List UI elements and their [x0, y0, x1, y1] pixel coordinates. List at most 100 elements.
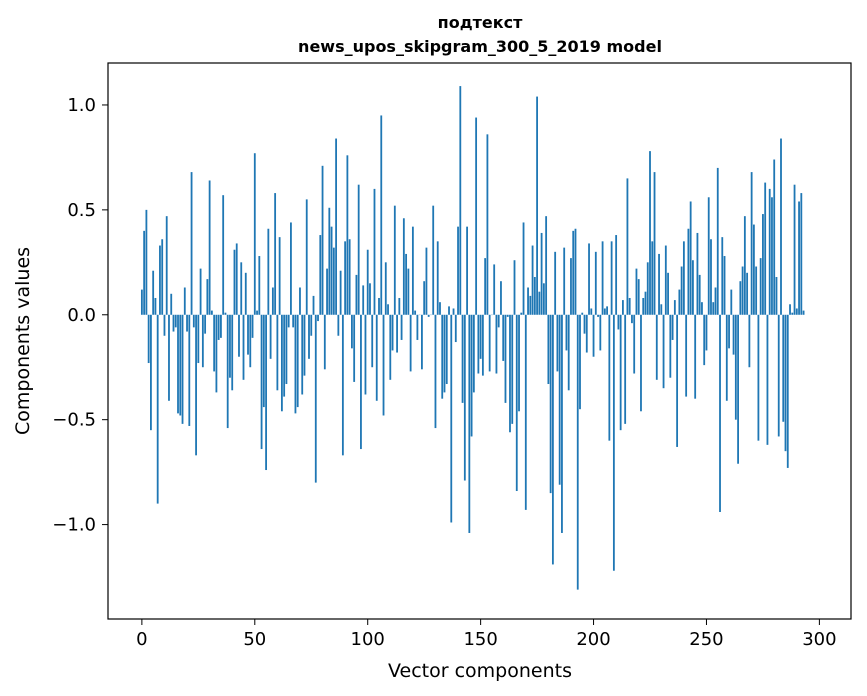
bar	[576, 314, 579, 590]
bar	[398, 297, 401, 315]
bar	[208, 180, 211, 315]
bar	[515, 314, 518, 492]
bar	[549, 314, 552, 494]
bar	[554, 251, 557, 315]
bar	[653, 172, 656, 315]
bar	[619, 314, 622, 431]
bar	[177, 314, 179, 414]
bar	[326, 268, 328, 315]
x-tick-label: 200	[576, 629, 610, 650]
bar	[278, 237, 281, 315]
bar	[590, 308, 593, 315]
bar	[188, 314, 191, 426]
bar	[561, 314, 563, 533]
bar	[551, 314, 554, 565]
bar	[572, 230, 575, 315]
bar	[547, 314, 550, 385]
bar	[197, 314, 200, 364]
plot-frame	[107, 62, 852, 620]
bar	[280, 314, 283, 412]
bar	[518, 314, 520, 412]
bar	[780, 138, 782, 315]
bar	[172, 314, 175, 332]
x-tick-label: 0	[136, 629, 147, 650]
bar	[667, 272, 669, 315]
bar	[678, 289, 681, 315]
bar	[393, 205, 396, 315]
bar	[762, 214, 764, 315]
bar	[637, 279, 640, 315]
bar	[296, 314, 299, 408]
bar	[497, 314, 500, 328]
bar	[317, 314, 319, 322]
bar	[337, 314, 340, 336]
bar	[484, 258, 487, 315]
bar	[400, 314, 403, 340]
bar	[725, 314, 728, 401]
bar	[558, 314, 561, 485]
bar	[612, 314, 615, 571]
bar	[741, 266, 744, 315]
bar	[369, 283, 371, 315]
bar	[391, 314, 394, 351]
bar	[658, 253, 660, 315]
bar	[542, 283, 545, 315]
bar	[504, 314, 507, 403]
bar	[145, 209, 148, 315]
bar	[154, 297, 157, 315]
bar	[330, 226, 333, 315]
bar	[353, 314, 356, 382]
bar	[502, 314, 505, 361]
bar	[269, 314, 272, 359]
bar	[341, 314, 344, 456]
bar	[676, 314, 679, 447]
bar	[378, 297, 380, 315]
bar	[192, 314, 195, 328]
y-axis-label: Components values	[12, 247, 34, 435]
bar	[229, 314, 231, 378]
bar	[538, 291, 541, 315]
bar	[540, 232, 543, 315]
bar	[186, 314, 188, 332]
bar	[798, 201, 800, 315]
bar	[179, 314, 182, 416]
bar	[344, 241, 347, 315]
bar	[565, 314, 568, 351]
bar	[791, 312, 794, 315]
bar	[671, 314, 674, 340]
bar	[757, 314, 760, 441]
bar	[800, 193, 803, 315]
bar	[262, 314, 265, 408]
bar	[633, 314, 636, 374]
bar	[294, 314, 297, 414]
bar	[238, 314, 240, 357]
bar	[332, 247, 335, 315]
bar	[608, 314, 611, 441]
bar	[606, 306, 608, 315]
bar	[579, 314, 581, 410]
bar	[707, 197, 710, 315]
bar	[739, 281, 742, 315]
bar	[617, 314, 620, 330]
bar	[694, 314, 697, 399]
bar	[660, 304, 663, 315]
x-tick-label: 50	[243, 629, 266, 650]
bar	[283, 314, 286, 397]
bar	[217, 314, 220, 340]
bar	[274, 193, 277, 315]
bar	[459, 86, 462, 315]
bar	[267, 228, 270, 315]
bar	[696, 232, 699, 315]
bar	[301, 314, 304, 395]
bar	[583, 314, 586, 334]
bar	[664, 245, 667, 315]
bar	[466, 226, 468, 315]
bar	[414, 310, 417, 315]
x-tick-label: 250	[689, 629, 723, 650]
bar	[258, 256, 261, 315]
bar	[323, 314, 326, 370]
bar	[649, 151, 651, 315]
bar	[373, 188, 376, 315]
bar	[597, 314, 599, 317]
bar	[680, 266, 683, 315]
